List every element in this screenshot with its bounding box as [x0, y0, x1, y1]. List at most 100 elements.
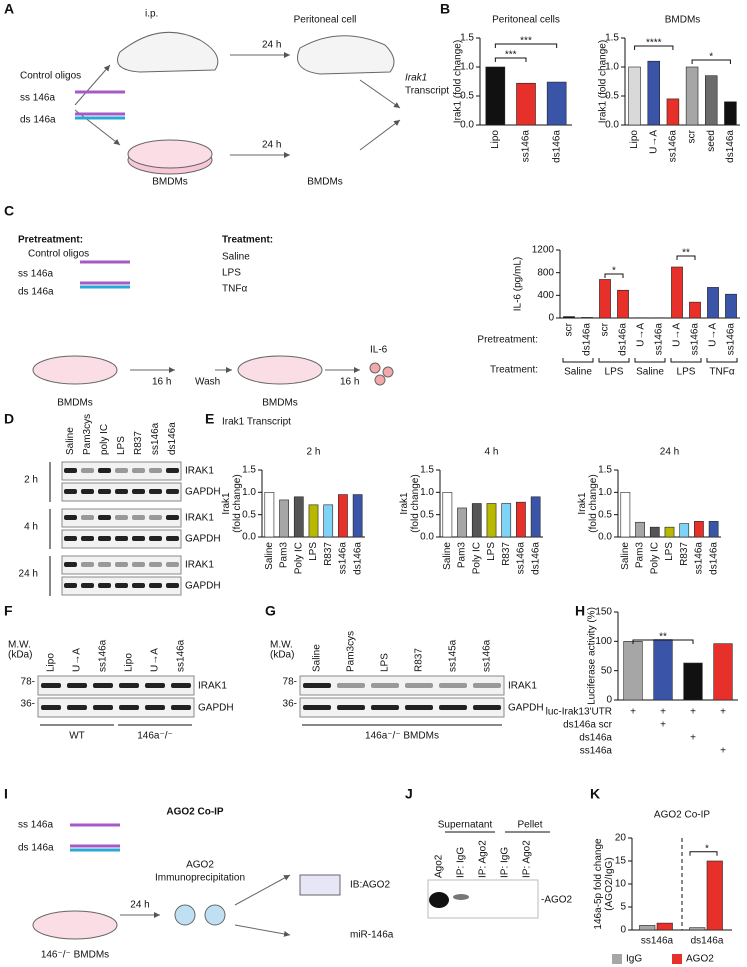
- blot-band: [149, 562, 162, 567]
- x-tick-label: ds146a: [725, 130, 736, 163]
- bar: [671, 266, 683, 319]
- blot-band: [98, 536, 111, 541]
- bar: [647, 60, 660, 126]
- y-tick-label: 1.5: [242, 465, 256, 476]
- significance-bracket: [634, 45, 674, 50]
- blot-band: [473, 705, 501, 710]
- x-tick-label: ss146a: [726, 323, 737, 356]
- chart-title: 4 h: [485, 447, 499, 458]
- blot-band: [371, 683, 399, 688]
- x-tick-label: R837: [501, 542, 512, 566]
- bar: [279, 499, 289, 538]
- blot-band: [439, 705, 467, 710]
- bar: [666, 98, 680, 126]
- panel-label: K: [590, 786, 600, 802]
- x-tick-label: ds146a: [618, 323, 629, 356]
- blot-band: [371, 705, 399, 710]
- bar: [679, 523, 690, 538]
- panel-label: J: [405, 786, 413, 802]
- blot-band: [67, 705, 87, 710]
- legend-swatch: [612, 954, 622, 964]
- lane-label: Saline: [312, 644, 323, 672]
- blot-band: [41, 683, 61, 688]
- chart-title: BMDMs: [665, 15, 701, 26]
- panel-label: E: [205, 411, 214, 427]
- y-tick-label: 0.5: [460, 91, 474, 102]
- bar: [581, 317, 593, 319]
- diagram-label: BMDMs: [262, 398, 298, 409]
- group-label: Saline: [636, 367, 664, 378]
- bar: [516, 501, 526, 538]
- lane-label: Lipo: [46, 653, 57, 672]
- blot-band: [171, 683, 191, 688]
- x-tick-label: LPS: [308, 542, 319, 561]
- blot-band: [337, 705, 365, 710]
- diagram-label: ss 146a: [20, 93, 55, 104]
- x-tick-label: scr: [687, 129, 698, 143]
- panel-label: H: [575, 603, 585, 619]
- blot-band: [473, 683, 501, 688]
- diagram-label: i.p.: [145, 9, 158, 20]
- group-label: 146a⁻/⁻: [137, 731, 173, 742]
- band-label: IRAK1: [198, 681, 227, 692]
- mw-label: M.W.: [270, 640, 293, 651]
- marker-label: 78-: [283, 677, 297, 688]
- bar: [471, 503, 482, 538]
- blot-band: [98, 489, 111, 494]
- diagram-label: 24 h: [262, 140, 281, 151]
- x-tick-label: ds146a: [352, 542, 363, 575]
- panel-label: G: [265, 603, 276, 619]
- significance-bracket: [494, 43, 558, 48]
- blot-band: [98, 515, 111, 520]
- lane-label: ss146a: [150, 422, 161, 455]
- x-tick-label: R837: [679, 542, 690, 566]
- y-tick-label: 400: [537, 290, 554, 301]
- blot-band: [98, 468, 111, 473]
- bar: [338, 494, 348, 538]
- bar: [264, 492, 275, 538]
- bar: [599, 279, 611, 319]
- diagram-label: Irak1: [405, 73, 427, 84]
- lane-label: ds146a: [167, 422, 178, 455]
- blot-band: [337, 683, 365, 688]
- y-tick-label: 1.5: [605, 33, 619, 44]
- y-tick-label: 1.0: [242, 487, 256, 498]
- y-tick-label: 800: [537, 267, 554, 278]
- significance-label: *: [705, 843, 709, 854]
- blot-band: [64, 536, 77, 541]
- blot-band: [149, 583, 162, 588]
- bar: [457, 507, 467, 538]
- y-tick-label: 100: [595, 636, 612, 647]
- lane-label: Saline: [65, 427, 76, 455]
- bar: [501, 503, 512, 538]
- y-axis-label: (fold change): [410, 474, 421, 532]
- lane-label: R837: [133, 431, 144, 455]
- x-tick-label: scr: [564, 322, 575, 336]
- blot-band: [132, 468, 145, 473]
- condition-sign: +: [660, 707, 666, 718]
- blot-band: [115, 536, 128, 541]
- bar: [649, 526, 660, 538]
- x-tick-label: ss146a: [690, 323, 701, 356]
- bar: [352, 494, 363, 538]
- x-tick-label: ss146a: [668, 130, 679, 163]
- bar: [639, 925, 656, 931]
- x-tick-label: Pam3: [635, 542, 646, 569]
- x-tick-label: Poly IC: [293, 542, 304, 574]
- time-label: 24 h: [19, 569, 38, 580]
- y-tick-label: 0.5: [420, 509, 434, 520]
- bar: [705, 75, 718, 126]
- condition-sign: +: [690, 733, 696, 744]
- diagram-label: ds 146a: [20, 115, 56, 126]
- blot-header: Pellet: [517, 820, 542, 831]
- y-tick-label: 0: [606, 695, 612, 706]
- group-label: Saline: [564, 367, 592, 378]
- diagram-label: 16 h: [340, 377, 359, 388]
- y-axis-label: (AGO2/IgG): [604, 857, 615, 910]
- bar: [563, 316, 575, 319]
- significance-bracket: [632, 639, 694, 644]
- bar: [653, 639, 673, 701]
- y-tick-label: 1.5: [420, 465, 434, 476]
- x-tick-label: U→A: [708, 323, 719, 347]
